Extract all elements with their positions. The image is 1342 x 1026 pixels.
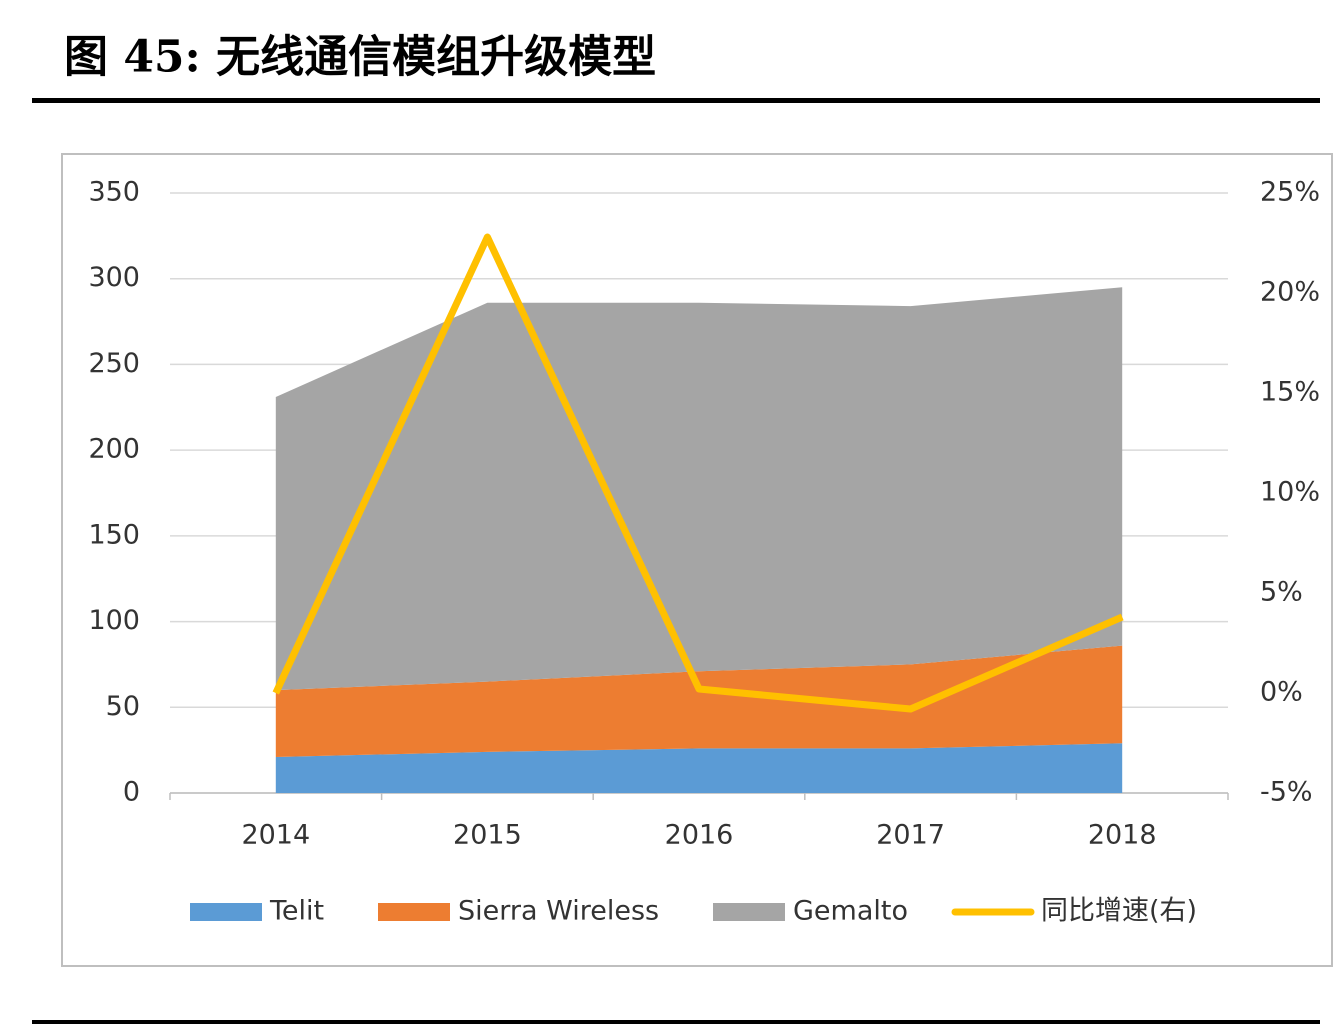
y-tick-label: 200 — [88, 434, 140, 465]
legend-label: Gemalto — [793, 896, 908, 927]
y-tick-label: 300 — [88, 262, 140, 293]
y2-tick-label: -5% — [1260, 777, 1313, 808]
y-tick-label: 0 — [123, 777, 140, 808]
y2-tick-label: 0% — [1260, 677, 1303, 708]
legend-label: Telit — [269, 896, 324, 927]
x-tick-label: 2018 — [1088, 820, 1157, 851]
legend-swatch — [190, 903, 262, 921]
legend-swatch — [713, 903, 785, 921]
legend-swatch — [378, 903, 450, 921]
x-tick-label: 2016 — [665, 820, 734, 851]
x-tick-label: 2017 — [876, 820, 945, 851]
y-tick-label: 250 — [88, 348, 140, 379]
chart-frame — [61, 153, 1333, 967]
y2-tick-label: 20% — [1260, 277, 1320, 308]
legend-label: 同比增速(右) — [1041, 896, 1197, 927]
y2-tick-label: 25% — [1260, 177, 1320, 208]
chart-title: 图 45: 无线通信模组升级模型 — [64, 32, 656, 83]
bottom-rule — [32, 1020, 1320, 1024]
line — [272, 233, 1124, 713]
area — [275, 645, 1123, 757]
y-tick-label: 100 — [88, 605, 140, 636]
title-rule — [32, 98, 1320, 103]
legend-label: Sierra Wireless — [458, 896, 659, 927]
y-tick-label: 50 — [106, 691, 140, 722]
y2-tick-label: 10% — [1260, 477, 1320, 508]
x-tick-label: 2014 — [241, 820, 310, 851]
area — [275, 743, 1123, 793]
area — [275, 287, 1123, 691]
y-tick-label: 150 — [88, 519, 140, 550]
y2-tick-label: 5% — [1260, 577, 1303, 608]
y2-tick-label: 15% — [1260, 377, 1320, 408]
x-tick-label: 2015 — [453, 820, 522, 851]
y-tick-label: 350 — [88, 177, 140, 208]
